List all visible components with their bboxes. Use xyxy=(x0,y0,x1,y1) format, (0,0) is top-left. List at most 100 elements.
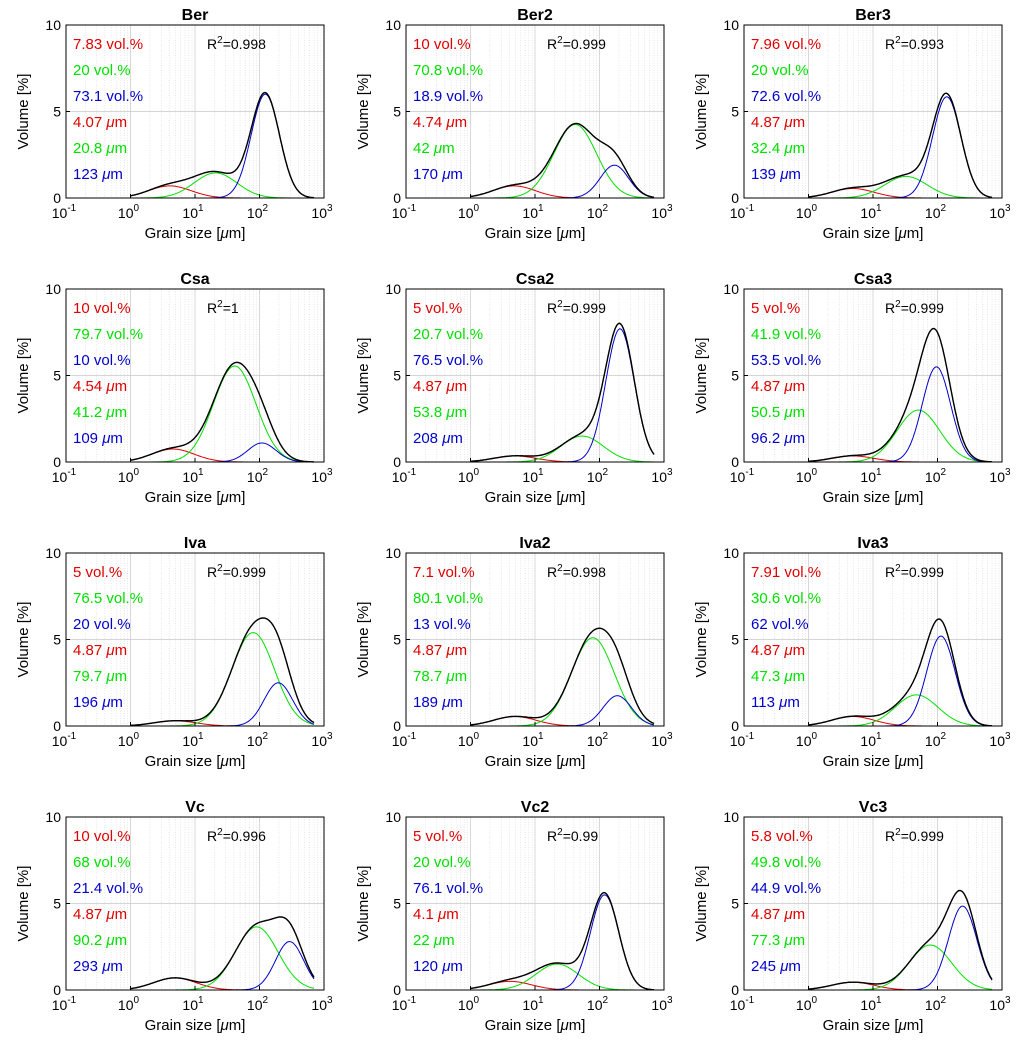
component-mode-label: 50.5 μm xyxy=(751,404,805,421)
component-mode-label: 4.87 μm xyxy=(751,378,805,395)
component-mode-label: 4.87 μm xyxy=(751,906,805,923)
subplot-ber3: 10-1 100 101 102 103 0 5 10 Grain size [μm] Volum… xyxy=(693,7,1011,242)
r-squared-label: R2=1 xyxy=(207,299,239,316)
x-tick-label: 102 xyxy=(925,995,947,1013)
x-tick-label: 100 xyxy=(118,467,140,485)
y-tick-label: 0 xyxy=(53,982,61,998)
subplot-csa: 10-1 100 101 102 103 0 5 10 Grain size [μm] Volum… xyxy=(15,271,333,506)
r-squared-label: R2=0.99 xyxy=(547,827,598,844)
component-mode-label: 113 μm xyxy=(751,694,800,711)
y-tick-label: 10 xyxy=(385,281,401,297)
component-volume-label: 7.1 vol.% xyxy=(413,564,475,581)
y-tick-label: 5 xyxy=(393,104,401,120)
subplot-title: Iva2 xyxy=(519,535,550,552)
subplot-title: Ber xyxy=(182,7,209,24)
y-axis-label: Volume [%] xyxy=(15,338,32,414)
x-tick-label: 10-1 xyxy=(730,731,755,749)
component-volume-label: 10 vol.% xyxy=(73,300,131,317)
component-mode-label: 90.2 μm xyxy=(73,932,127,949)
measured-curve xyxy=(808,889,993,990)
y-axis-label: Volume [%] xyxy=(15,866,32,942)
r-squared-label: R2=0.999 xyxy=(885,563,944,580)
subplot-title: Csa xyxy=(180,271,209,288)
x-axis-label: Grain size [μm] xyxy=(823,225,924,242)
x-tick-label: 102 xyxy=(587,467,609,485)
measured-curve xyxy=(130,617,315,727)
x-tick-label: 10-1 xyxy=(730,995,755,1013)
component-mode-label: 77.3 μm xyxy=(751,932,805,949)
x-tick-label: 103 xyxy=(989,995,1011,1013)
component-mode-label: 293 μm xyxy=(73,958,123,975)
component-mode-label: 4.87 μm xyxy=(413,378,467,395)
component-volume-label: 10 vol.% xyxy=(73,828,131,845)
subplot-iva3: 10-1 100 101 102 103 0 5 10 Grain size [μm] Volum… xyxy=(693,535,1011,770)
x-tick-label: 103 xyxy=(989,467,1011,485)
r-squared-label: R2=0.998 xyxy=(207,35,266,52)
x-axis-label: Grain size [μm] xyxy=(145,225,246,242)
component-mode-label: 32.4 μm xyxy=(751,140,805,157)
component-mode-label: 120 μm xyxy=(413,958,463,975)
component-volume-label: 20 vol.% xyxy=(751,62,809,79)
x-axis-label: Grain size [μm] xyxy=(485,489,586,506)
x-tick-label: 101 xyxy=(522,731,544,749)
measured-curve xyxy=(470,122,655,198)
component-volume-label: 70.8 vol.% xyxy=(413,62,483,79)
x-axis-label: Grain size [μm] xyxy=(485,753,586,770)
y-tick-label: 5 xyxy=(53,632,61,648)
x-tick-label: 100 xyxy=(458,203,480,221)
component-mode-label: 41.2 μm xyxy=(73,404,127,421)
y-axis-label: Volume [%] xyxy=(15,74,32,150)
component-volume-label: 30.6 vol.% xyxy=(751,590,821,607)
measured-curve xyxy=(130,361,314,463)
component-volume-label: 7.96 vol.% xyxy=(751,36,821,53)
x-tick-label: 103 xyxy=(311,995,333,1013)
component-mode-label: 196 μm xyxy=(73,694,123,711)
subplot-iva: 10-1 100 101 102 103 0 5 10 Grain size [μm] Volum… xyxy=(15,535,333,770)
component-volume-label: 62 vol.% xyxy=(751,616,809,633)
x-tick-label: 103 xyxy=(989,203,1011,221)
x-tick-label: 103 xyxy=(651,203,673,221)
x-axis-label: Grain size [μm] xyxy=(823,753,924,770)
x-tick-label: 10-1 xyxy=(392,731,417,749)
subplot-iva2: 10-1 100 101 102 103 0 5 10 Grain size [μm] Volum… xyxy=(355,535,673,770)
y-tick-label: 10 xyxy=(385,17,401,33)
component-mode-label: 53.8 μm xyxy=(413,404,467,421)
component-volume-label: 7.83 vol.% xyxy=(73,36,143,53)
subplot-title: Iva xyxy=(184,535,206,552)
x-tick-label: 100 xyxy=(796,467,818,485)
y-tick-label: 5 xyxy=(731,632,739,648)
x-tick-label: 103 xyxy=(311,467,333,485)
x-tick-label: 102 xyxy=(247,731,269,749)
component-volume-label: 76.5 vol.% xyxy=(73,590,143,607)
x-tick-label: 100 xyxy=(458,995,480,1013)
subplot-csa2: 10-1 100 101 102 103 0 5 10 Grain size [μm] Volum… xyxy=(355,271,673,506)
x-tick-label: 100 xyxy=(796,995,818,1013)
y-tick-label: 10 xyxy=(385,809,401,825)
y-tick-label: 5 xyxy=(393,368,401,384)
x-axis-label: Grain size [μm] xyxy=(823,1017,924,1034)
x-tick-label: 100 xyxy=(458,467,480,485)
y-tick-label: 5 xyxy=(53,368,61,384)
y-tick-label: 5 xyxy=(731,896,739,912)
subplot-title: Csa3 xyxy=(854,271,892,288)
x-tick-label: 10-1 xyxy=(392,995,417,1013)
measured-curve xyxy=(470,892,655,991)
measured-curve xyxy=(130,916,315,990)
measured-curve xyxy=(470,627,655,726)
subplot-vc2: 10-1 100 101 102 103 0 5 10 Grain size [μm] Volum… xyxy=(355,799,673,1034)
r-squared-label: R2=0.999 xyxy=(207,563,266,580)
x-tick-label: 101 xyxy=(860,995,882,1013)
x-tick-label: 101 xyxy=(860,203,882,221)
subplot-title: Ber3 xyxy=(855,7,891,24)
component-mode-label: 123 μm xyxy=(73,166,123,183)
subplot-title: Vc2 xyxy=(521,799,550,816)
y-tick-label: 0 xyxy=(731,190,739,206)
component-mode-label: 170 μm xyxy=(413,166,463,183)
subplot-ber: 10-1 100 101 102 103 0 5 10 Grain size [μm] Volum… xyxy=(15,7,333,242)
subplot-ber2: 10-1 100 101 102 103 0 5 10 Grain size [μm] Volum… xyxy=(355,7,673,242)
component-volume-label: 20 vol.% xyxy=(413,854,471,871)
component-mode-label: 47.3 μm xyxy=(751,668,805,685)
x-tick-label: 102 xyxy=(247,467,269,485)
component-volume-label: 5 vol.% xyxy=(413,300,462,317)
